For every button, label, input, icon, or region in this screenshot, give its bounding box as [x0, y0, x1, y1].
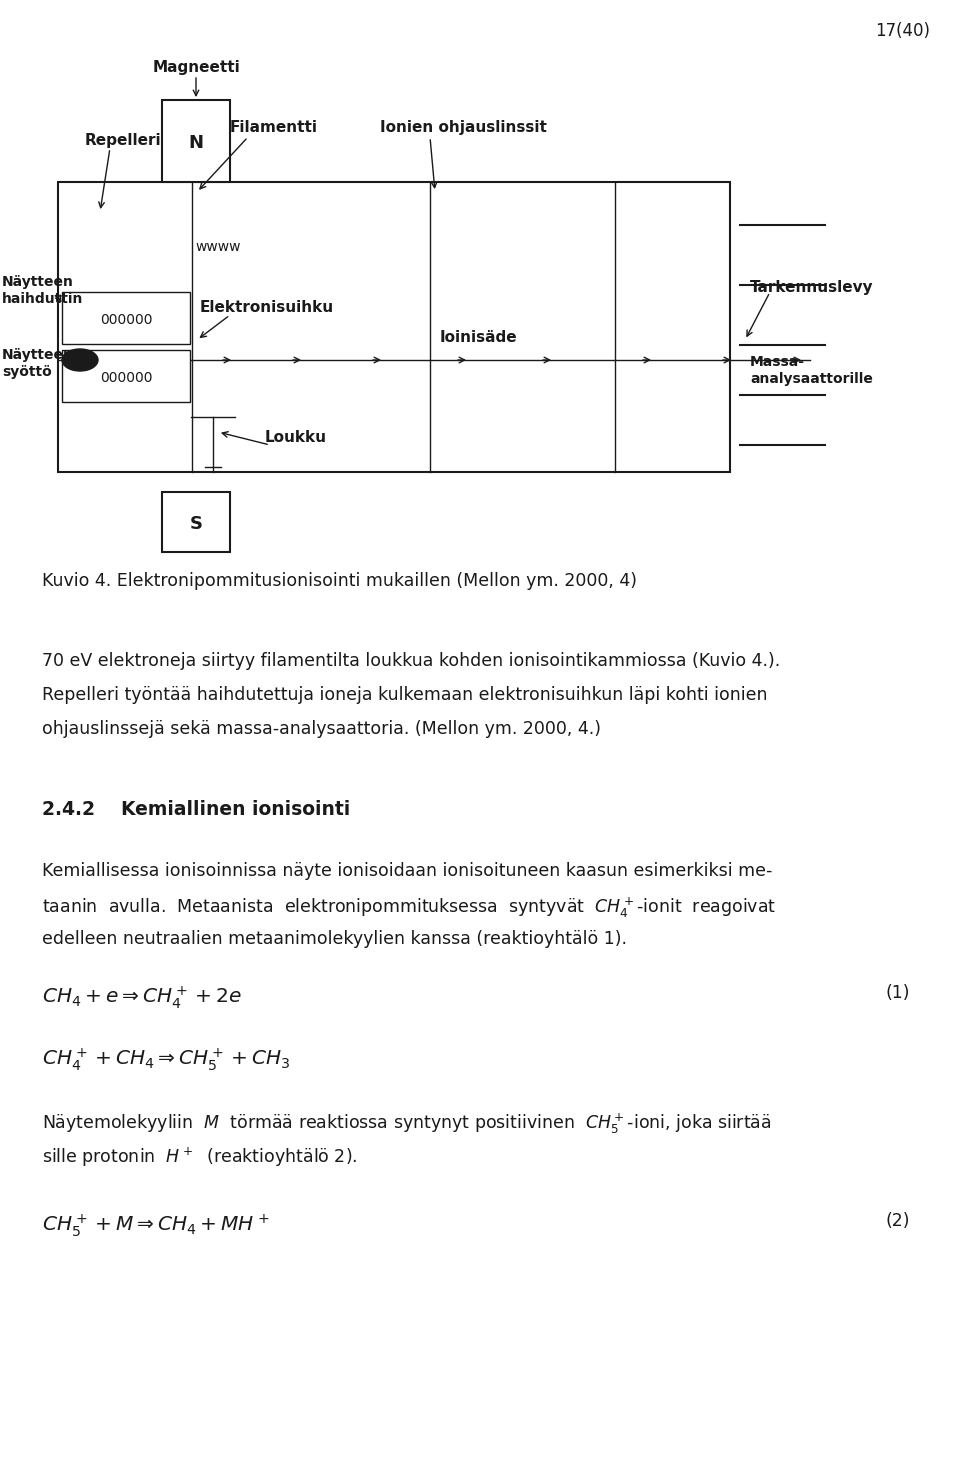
Text: Elektronisuihku: Elektronisuihku	[200, 300, 334, 315]
Text: Filamentti: Filamentti	[230, 119, 318, 136]
Text: Massa-
analysaattorille: Massa- analysaattorille	[750, 355, 873, 386]
Text: Näytteen
syöttö: Näytteen syöttö	[2, 348, 74, 380]
Text: 000000: 000000	[100, 371, 153, 384]
Text: Repelleri: Repelleri	[85, 133, 161, 147]
Text: 70 eV elektroneja siirtyy filamentilta loukkua kohden ionisointikammiossa (Kuvio: 70 eV elektroneja siirtyy filamentilta l…	[42, 653, 780, 670]
Text: 000000: 000000	[100, 312, 153, 327]
Bar	[162, 492, 230, 552]
Text: taanin  avulla.  Metaanista  elektronipommituksessa  syntyvät  $\mathit{CH}_4^+$: taanin avulla. Metaanista elektronipommi…	[42, 896, 777, 921]
Ellipse shape	[62, 349, 98, 371]
Text: Loukku: Loukku	[265, 430, 327, 445]
Text: Tarkennuslevy: Tarkennuslevy	[750, 280, 874, 295]
Text: $\mathit{CH}_4^+ + \mathit{CH}_4 \Rightarrow \mathit{CH}_5^+ + \mathit{CH}_3$: $\mathit{CH}_4^+ + \mathit{CH}_4 \Righta…	[42, 1046, 291, 1072]
Text: Kemiallisessa ionisoinnissa näyte ionisoidaan ionisoituneen kaasun esimerkiksi m: Kemiallisessa ionisoinnissa näyte ioniso…	[42, 862, 773, 879]
Text: S: S	[189, 516, 203, 533]
Text: Näytemolekyyliin  $\mathit{M}$  törmää reaktiossa syntynyt positiivinen  $\mathi: Näytemolekyyliin $\mathit{M}$ törmää rea…	[42, 1112, 772, 1136]
Text: Repelleri työntää haihdutettuja ioneja kulkemaan elektronisuihkun läpi kohti ion: Repelleri työntää haihdutettuja ioneja k…	[42, 686, 767, 704]
Text: Ionien ohjauslinssit: Ionien ohjauslinssit	[380, 119, 547, 136]
Text: Kuvio 4. Elektronipommitusionisointi mukaillen (Mellon ym. 2000, 4): Kuvio 4. Elektronipommitusionisointi muk…	[42, 572, 637, 591]
Text: Magneetti: Magneetti	[152, 60, 240, 75]
Text: (1): (1)	[885, 984, 910, 1002]
Text: wwww: wwww	[195, 240, 241, 253]
Bar	[58, 183, 730, 471]
Text: ohjauslinssejä sekä massa-analysaattoria. (Mellon ym. 2000, 4.): ohjauslinssejä sekä massa-analysaattoria…	[42, 720, 601, 738]
Text: 2.4.2    Kemiallinen ionisointi: 2.4.2 Kemiallinen ionisointi	[42, 800, 350, 819]
Text: $\mathit{CH}_5^+ + \mathit{M} \Rightarrow \mathit{CH}_4 + \mathit{MH}^+$: $\mathit{CH}_5^+ + \mathit{M} \Rightarro…	[42, 1212, 270, 1239]
Text: edelleen neutraalien metaanimolekyylien kanssa (reaktioyhtälö 1).: edelleen neutraalien metaanimolekyylien …	[42, 929, 627, 949]
Text: 17(40): 17(40)	[875, 22, 930, 40]
Text: Ioinisäde: Ioinisäde	[440, 330, 517, 345]
Bar	[162, 100, 230, 183]
Text: $\mathit{CH}_4 + e \Rightarrow \mathit{CH}_4^+ + 2e$: $\mathit{CH}_4 + e \Rightarrow \mathit{C…	[42, 984, 242, 1010]
Text: sille protonin  $\mathit{H}^+$  (reaktioyhtälö 2).: sille protonin $\mathit{H}^+$ (reaktioyh…	[42, 1146, 357, 1170]
Text: (2): (2)	[885, 1212, 910, 1230]
Text: Näytteen
haihduttin: Näytteen haihduttin	[2, 275, 84, 306]
Text: N: N	[188, 134, 204, 152]
Bar	[62, 292, 190, 345]
Bar	[62, 351, 190, 402]
